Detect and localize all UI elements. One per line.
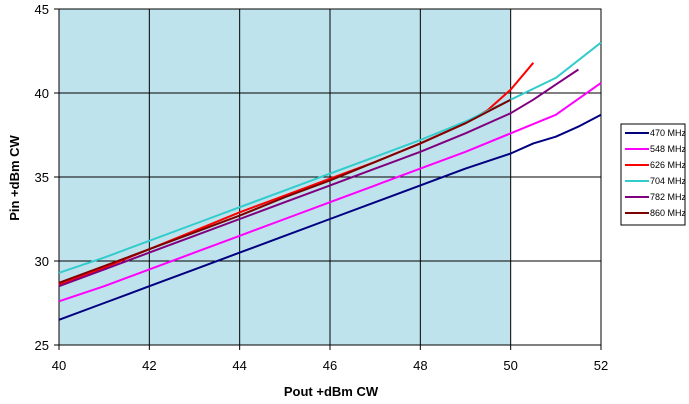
- x-tick-label: 48: [413, 358, 427, 373]
- legend-label: 470 MHz: [650, 128, 687, 138]
- legend-label: 860 MHz: [650, 208, 687, 218]
- x-tick-label: 50: [503, 358, 517, 373]
- plot-area-border: [58, 8, 602, 346]
- x-tick-label: 46: [323, 358, 337, 373]
- series-line-860-mhz: [58, 98, 512, 284]
- y-tick-label: 40: [35, 86, 49, 101]
- legend-label: 548 MHz: [650, 144, 687, 154]
- x-tick-label: 42: [142, 358, 156, 373]
- y-tick-labels: 25 30 35 40 45: [35, 2, 49, 353]
- x-axis-title: Pout +dBm CW: [284, 384, 379, 399]
- legend-label: 704 MHz: [650, 176, 687, 186]
- x-tick-label: 40: [52, 358, 66, 373]
- x-tick-labels: 40 42 44 46 48 50 52: [52, 358, 608, 373]
- legend-label: 782 MHz: [650, 192, 687, 202]
- legend-box: [620, 123, 686, 226]
- series-line-470-mhz: [58, 113, 602, 321]
- y-axis-title: Pin +dBm CW: [7, 134, 22, 220]
- series-group: [58, 41, 602, 321]
- legend: 470 MHz 548 MHz 626 MHz 704 MHz 782 MHz 860 M…: [620, 123, 687, 226]
- series-line-782-mhz: [58, 68, 579, 288]
- series-line-548-mhz: [58, 82, 602, 303]
- y-tick-label: 30: [35, 254, 49, 269]
- y-tick-label: 35: [35, 170, 49, 185]
- x-tick-label: 44: [232, 358, 246, 373]
- y-tick-label: 25: [35, 338, 49, 353]
- x-tick-label: 52: [594, 358, 608, 373]
- legend-label: 626 MHz: [650, 160, 687, 170]
- y-tick-label: 45: [35, 2, 49, 17]
